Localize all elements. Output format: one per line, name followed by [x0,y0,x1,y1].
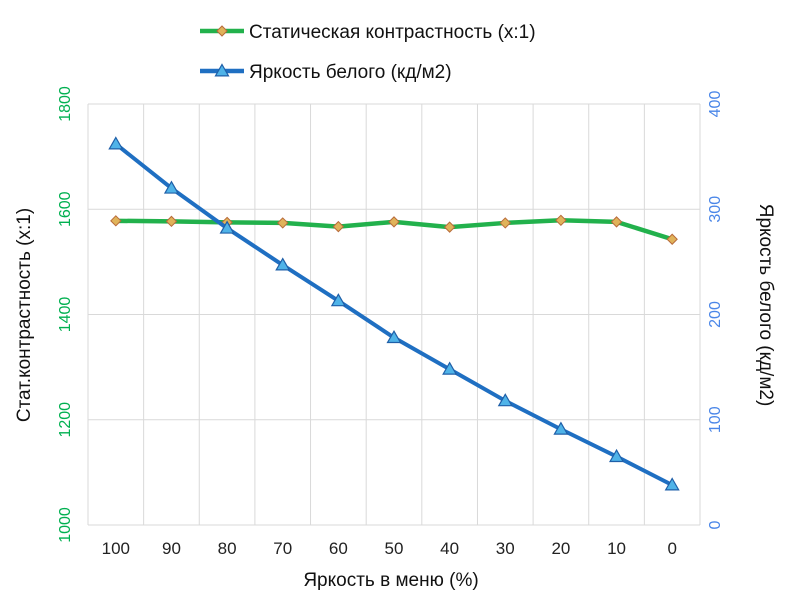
left-axis-tick-label: 1000 [57,507,74,543]
right-axis-tick-label: 400 [707,91,724,118]
x-axis-tick-label: 100 [102,539,130,558]
data-point [666,233,678,245]
x-axis-tick-label: 50 [385,539,404,558]
data-point [330,293,346,307]
left-axis-tick-label: 1400 [57,297,74,333]
data-point [664,477,680,491]
x-axis-tick-label: 10 [607,539,626,558]
data-point [388,216,400,228]
data-point [443,221,456,233]
data-point [555,214,567,227]
left-axis-ticks: 1000 1200 1400 1600 1800 [57,86,74,543]
legend-label: Яркость белого (кд/м2) [249,62,452,83]
x-axis-tick-label: 80 [218,539,237,558]
data-point [219,220,235,234]
legend-marker [214,63,230,77]
grid [87,103,701,526]
data-point [163,180,179,194]
data-point [497,393,513,407]
x-axis-ticks: 100 90 80 70 60 50 40 30 20 10 0 [102,539,677,558]
left-axis-title: Стат.контрастность (x:1) [14,208,35,422]
data-point [609,448,625,463]
data-point [499,217,511,229]
data-point [386,329,402,344]
legend-item: Статическая контрастность (x:1) [200,22,536,43]
right-axis-tick-label: 0 [707,520,724,529]
data-point [610,216,623,228]
x-axis-tick-label: 40 [440,539,459,558]
right-axis-tick-label: 200 [707,301,724,328]
right-axis-tick-label: 100 [707,406,724,433]
data-point [108,136,124,150]
legend: Статическая контрастность (x:1) Яркость б… [200,22,536,83]
left-axis-tick-label: 1600 [57,191,74,227]
legend-item: Яркость белого (кд/м2) [200,62,452,83]
data-point [332,220,345,233]
x-axis-title: Яркость в меню (%) [303,570,478,591]
data-point [165,215,178,228]
series-1 [110,214,678,245]
x-axis-tick-label: 20 [551,539,570,558]
series-layer [108,136,680,491]
data-point [275,257,291,271]
data-point [277,217,289,229]
x-axis-tick-label: 30 [496,539,515,558]
x-axis-tick-label: 70 [273,539,292,558]
x-axis-tick-label: 60 [329,539,348,558]
x-axis-tick-label: 90 [162,539,181,558]
legend-label: Статическая контрастность (x:1) [249,22,536,43]
data-point [553,421,569,435]
left-axis-tick-label: 1200 [57,402,74,438]
right-axis-title: Яркость белого (кд/м2) [755,204,776,407]
data-point [110,215,122,227]
left-axis-tick-label: 1800 [57,86,74,122]
x-axis-tick-label: 0 [667,539,676,558]
data-point [442,361,458,375]
right-axis-ticks: 0 100 200 300 400 [707,91,724,530]
legend-marker [216,25,228,37]
right-axis-tick-label: 300 [707,196,724,223]
series-2 [108,136,680,491]
